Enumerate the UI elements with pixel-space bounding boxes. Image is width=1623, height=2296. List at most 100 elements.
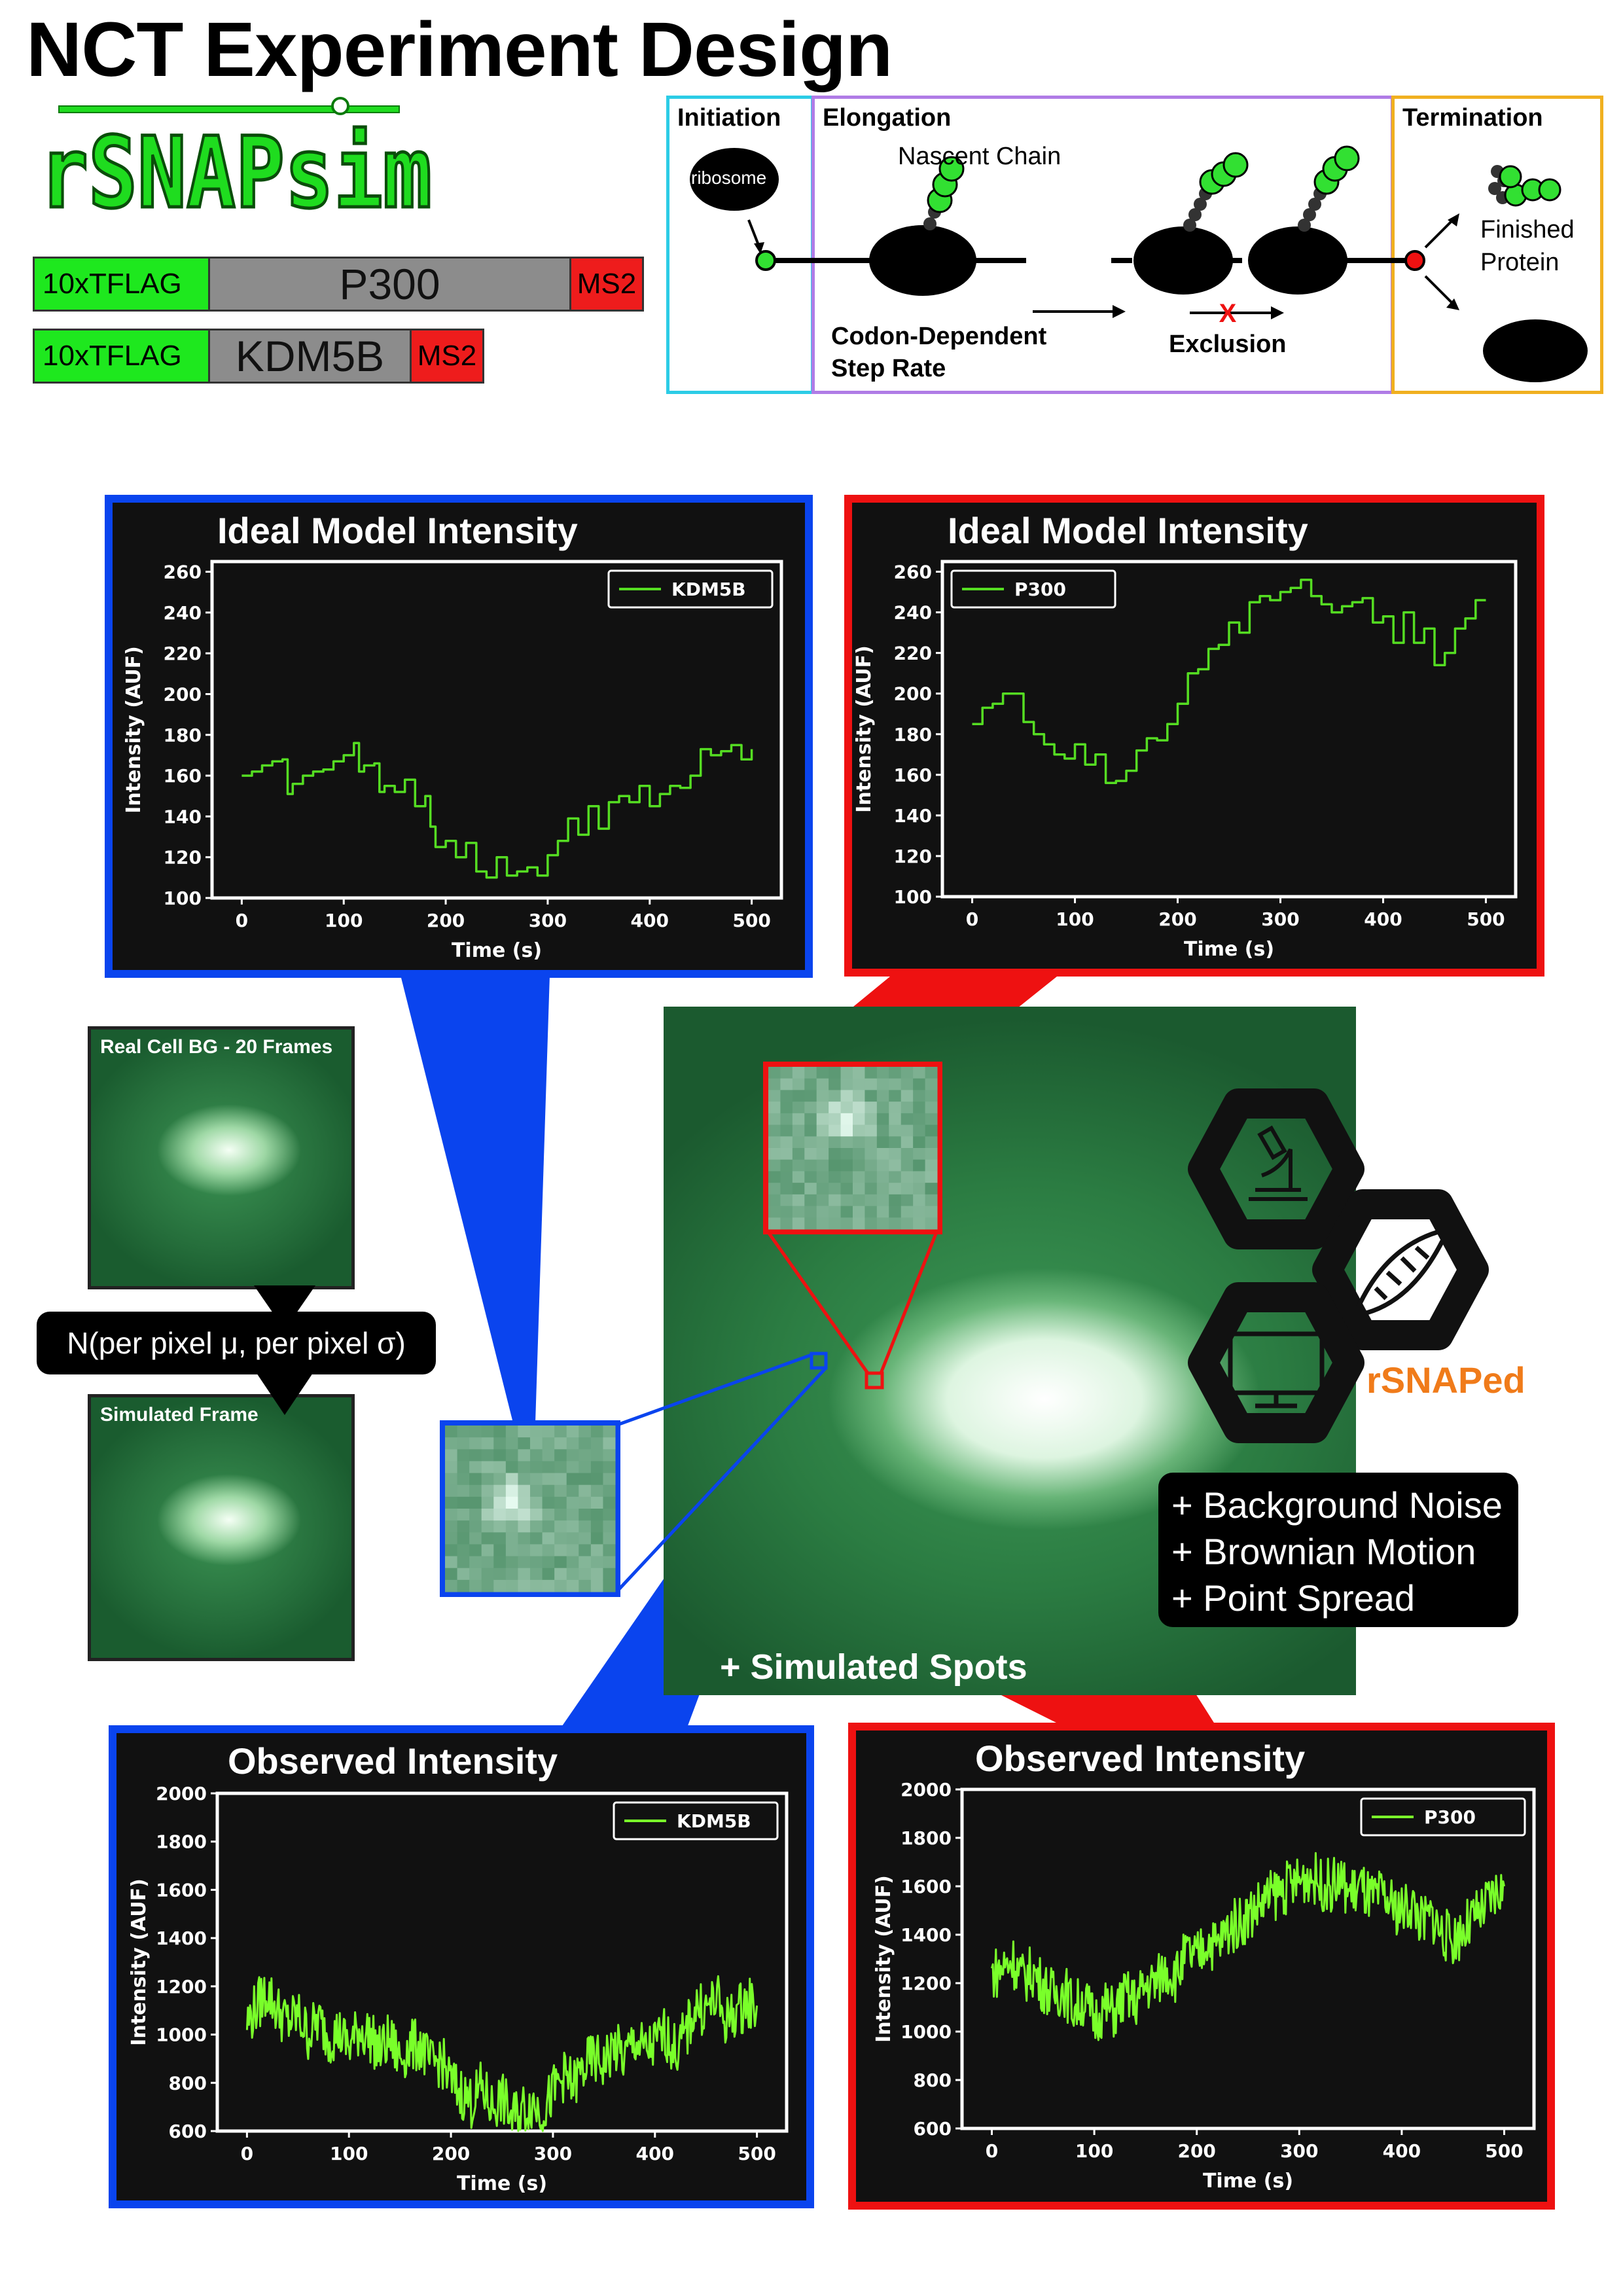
x-axis-label: Time (s) (1203, 2170, 1293, 2193)
nascent-chain-3 (1298, 145, 1360, 232)
inset-pixel (481, 1484, 494, 1498)
inset-pixel (876, 1159, 889, 1172)
rsnapsim-logo: rSNAPsim (38, 97, 434, 228)
inset-pixel (505, 1568, 518, 1581)
inset-pixel (505, 1473, 518, 1486)
inset-pixel (876, 1217, 889, 1230)
inset-pixel (804, 1067, 817, 1079)
inset-pixel (768, 1171, 781, 1183)
inset-pixel (481, 1449, 494, 1462)
inset-pixel (865, 1217, 878, 1230)
inset-pixel (913, 1067, 926, 1079)
inset-pixel (829, 1206, 842, 1218)
inset-pixel (518, 1437, 531, 1450)
inset-pixel (542, 1473, 555, 1486)
inset-pixel (505, 1484, 518, 1498)
inset-pixel (481, 1532, 494, 1545)
inset-pixel (542, 1509, 555, 1521)
series-line (241, 742, 753, 879)
inset-pixel (816, 1217, 829, 1230)
inset-pixel (792, 1183, 805, 1195)
inset-pixel (505, 1461, 518, 1474)
y-tick-label: 220 (894, 643, 932, 664)
inset-pixel (579, 1532, 592, 1545)
chart-title: Ideal Model Intensity (217, 510, 578, 551)
construct-ms2: MS2 (412, 331, 482, 382)
effect-point-spread: + Point Spread (1171, 1577, 1416, 1619)
x-tick-label: 0 (241, 2143, 253, 2164)
inset-pixel (865, 1090, 878, 1102)
inset-pixel (865, 1183, 878, 1195)
simulation-effects: + Background Noise + Brownian Motion + P… (1158, 1473, 1518, 1627)
inset-pixel (876, 1194, 889, 1207)
inset-pixel (768, 1206, 781, 1218)
inset-pixel (554, 1437, 567, 1450)
inset-pixel (542, 1568, 555, 1581)
legend-box (607, 569, 774, 609)
x-axis-label: Time (s) (452, 939, 542, 962)
inset-pixel (469, 1509, 482, 1521)
ideal-kdm5b-chart: 100 120 140 160 180 200 220 240 260 0 100 200 300 400… (122, 560, 783, 962)
inset-pixel (469, 1544, 482, 1557)
inset-pixel (493, 1437, 507, 1450)
inset-pixel (840, 1171, 853, 1183)
inset-pixel (554, 1520, 567, 1533)
inset-pixel (554, 1556, 567, 1569)
y-tick-label: 180 (894, 724, 932, 745)
inset-pixel (792, 1102, 805, 1114)
inset-pixel (530, 1556, 543, 1569)
inset-pixel (481, 1509, 494, 1521)
inset-pixel (554, 1426, 567, 1438)
inset-pixel (853, 1078, 865, 1090)
x-tick-label: 0 (966, 908, 978, 930)
series-line (245, 1975, 758, 2132)
inset-pixel (865, 1078, 878, 1090)
inset-pixel (566, 1426, 579, 1438)
y-tick-label: 100 (164, 888, 202, 909)
construct-gene: P300 (210, 259, 571, 310)
inset-pixel (579, 1568, 592, 1581)
inset-pixel (816, 1113, 829, 1126)
inset-pixel (603, 1426, 616, 1438)
inset-pixel (792, 1113, 805, 1126)
inset-pixel (865, 1206, 878, 1218)
inset-pixel (493, 1532, 507, 1545)
inset-pixel (889, 1113, 902, 1126)
y-tick-label: 160 (164, 765, 202, 787)
y-tick-label: 140 (894, 805, 932, 827)
inset-pixel (889, 1206, 902, 1218)
inset-pixel (816, 1067, 829, 1079)
construct-ms2: MS2 (571, 259, 642, 310)
y-tick-label: 180 (164, 725, 202, 746)
inset-pixel (792, 1217, 805, 1230)
inset-pixel (925, 1217, 938, 1230)
inset-pixel (505, 1532, 518, 1545)
inset-pixel (804, 1090, 817, 1102)
inset-pixel (518, 1426, 531, 1438)
inset-pixel (901, 1194, 914, 1207)
inset-pixel (493, 1473, 507, 1486)
y-tick-label: 800 (169, 2072, 207, 2094)
inset-pixel (865, 1067, 878, 1079)
inset-pixel (590, 1426, 603, 1438)
inset-pixel (590, 1461, 603, 1474)
x-tick-label: 500 (738, 2143, 776, 2164)
obs-p300-panel: Observed Intensity 600 800 1000 1200 1400 160… (848, 1723, 1555, 2210)
y-tick-label: 1000 (156, 2024, 207, 2046)
inset-pixel (530, 1496, 543, 1509)
inset-pixel (457, 1532, 470, 1545)
finished-protein-label: Finished Protein (1480, 216, 1575, 277)
inset-pixel (457, 1461, 470, 1474)
legend-label: KDM5B (671, 579, 746, 600)
inset-pixel (792, 1067, 805, 1079)
inset-pixel (457, 1484, 470, 1498)
inset-pixel (865, 1171, 878, 1183)
inset-pixel (780, 1206, 793, 1218)
inset-pixel (913, 1113, 926, 1126)
inset-pixel (889, 1136, 902, 1149)
inset-pixel (505, 1426, 518, 1438)
inset-pixel (457, 1556, 470, 1569)
inset-pixel (579, 1484, 592, 1498)
x-tick-label: 300 (1261, 908, 1299, 930)
